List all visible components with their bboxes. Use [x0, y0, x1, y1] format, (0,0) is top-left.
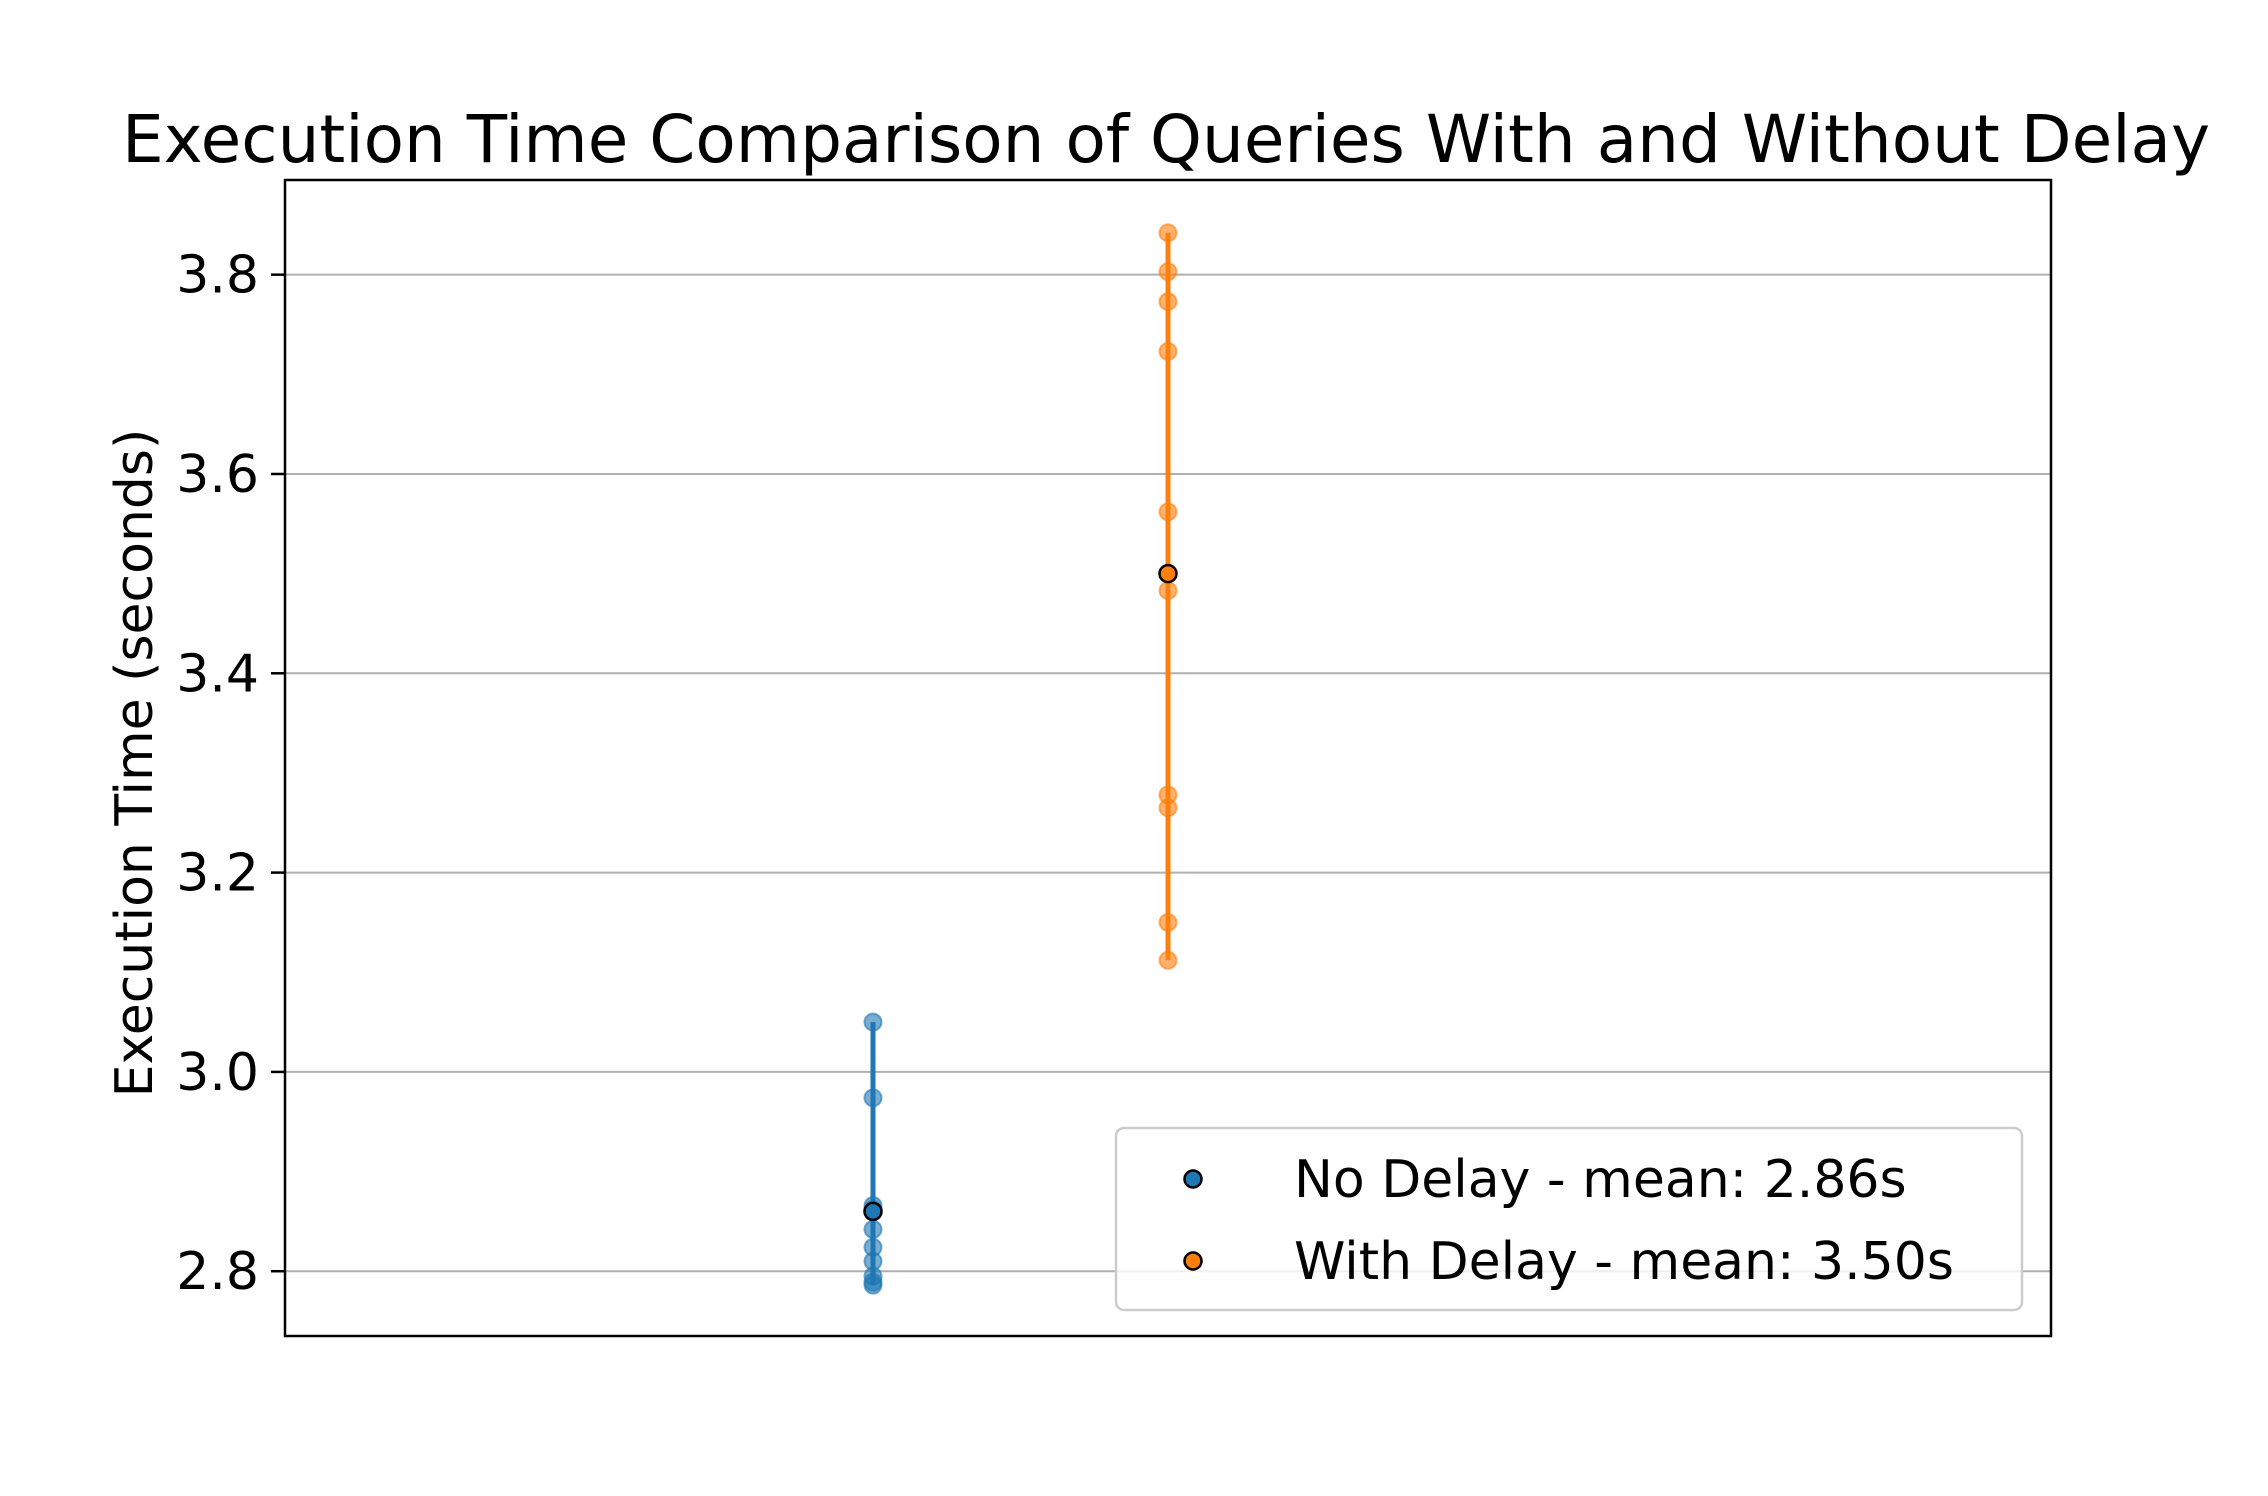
plot-frame — [283, 178, 2053, 1338]
y-tick-label: 3.6 — [176, 445, 259, 505]
data-point — [1158, 581, 1178, 601]
plot-series — [863, 223, 1178, 1295]
legend-label: No Delay - mean: 2.86s — [1294, 1150, 1907, 1210]
legend: No Delay - mean: 2.86s With Delay - mean:… — [1114, 1126, 2024, 1312]
data-point — [1158, 223, 1178, 243]
y-tick-label: 3.0 — [176, 1043, 259, 1103]
mean-point — [863, 1201, 883, 1222]
data-point — [863, 1219, 883, 1239]
legend-label: With Delay - mean: 3.50s — [1294, 1232, 1954, 1292]
data-point — [863, 1088, 883, 1108]
legend-marker — [1183, 1251, 1203, 1271]
data-point — [1158, 502, 1178, 522]
chart-title: Execution Time Comparison of Queries Wit… — [122, 101, 2210, 178]
data-point — [1158, 262, 1178, 282]
legend-box — [1114, 1126, 2024, 1312]
y-ticks: 2.8 3.0 3.2 3.4 3.6 3.8 — [176, 246, 285, 1302]
y-axis-label: Execution Time (seconds) — [105, 429, 165, 1098]
y-tick-label: 3.2 — [176, 844, 259, 904]
data-point — [1158, 912, 1178, 932]
data-point — [863, 1012, 883, 1032]
legend-marker — [1183, 1169, 1203, 1189]
data-point — [863, 1275, 883, 1295]
series-2 — [1158, 223, 1178, 970]
data-point — [1158, 292, 1178, 312]
data-point — [1158, 950, 1178, 970]
y-tick-label: 2.8 — [176, 1242, 259, 1302]
y-tick-label: 3.4 — [176, 644, 259, 704]
y-tick-label: 3.8 — [176, 246, 259, 306]
data-point — [1158, 341, 1178, 361]
data-point — [1158, 798, 1178, 818]
mean-point — [1158, 563, 1178, 584]
series-1 — [863, 1012, 883, 1295]
